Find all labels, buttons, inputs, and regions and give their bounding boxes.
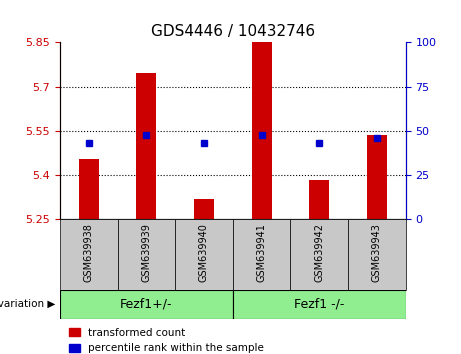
Bar <box>79 159 99 219</box>
Text: Fezf1 -/-: Fezf1 -/- <box>294 298 344 311</box>
Bar <box>194 199 214 219</box>
Text: GSM639939: GSM639939 <box>142 223 151 282</box>
Bar <box>136 73 156 219</box>
FancyBboxPatch shape <box>233 290 406 319</box>
Title: GDS4446 / 10432746: GDS4446 / 10432746 <box>151 23 315 39</box>
Text: GSM639940: GSM639940 <box>199 223 209 282</box>
FancyBboxPatch shape <box>348 219 406 290</box>
Text: Fezf1+/-: Fezf1+/- <box>120 298 172 311</box>
FancyBboxPatch shape <box>233 219 290 290</box>
Text: GSM639943: GSM639943 <box>372 223 382 282</box>
FancyBboxPatch shape <box>60 219 118 290</box>
Bar <box>367 135 387 219</box>
FancyBboxPatch shape <box>290 219 348 290</box>
Text: genotype/variation ▶: genotype/variation ▶ <box>0 299 55 309</box>
Text: GSM639941: GSM639941 <box>257 223 266 282</box>
Text: GSM639938: GSM639938 <box>84 223 94 282</box>
FancyBboxPatch shape <box>175 219 233 290</box>
Bar <box>252 41 272 219</box>
Text: GSM639942: GSM639942 <box>314 223 324 282</box>
Bar <box>309 180 329 219</box>
FancyBboxPatch shape <box>118 219 175 290</box>
Legend: transformed count, percentile rank within the sample: transformed count, percentile rank withi… <box>65 324 268 354</box>
FancyBboxPatch shape <box>60 290 233 319</box>
